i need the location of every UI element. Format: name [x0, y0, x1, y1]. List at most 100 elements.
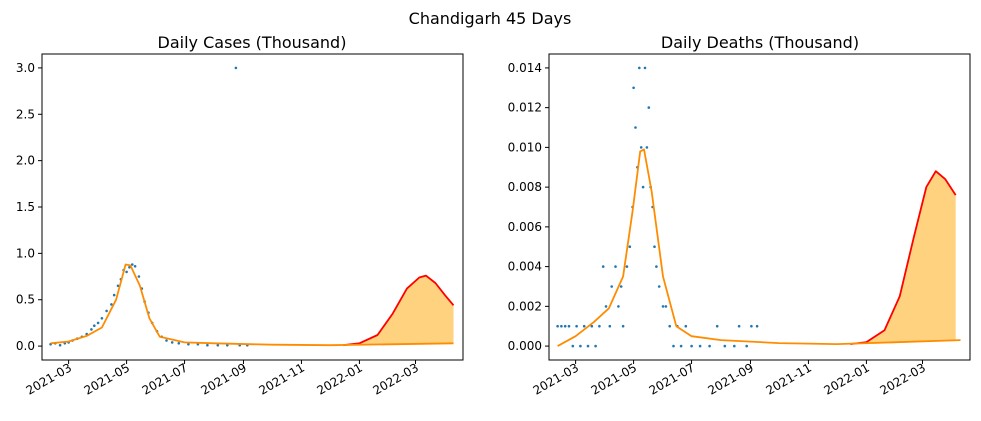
cases-forecast-band — [343, 275, 454, 346]
deaths-data-point — [560, 324, 563, 328]
cases-data-point — [125, 270, 128, 274]
deaths-data-point — [641, 185, 645, 189]
deaths-data-point — [617, 305, 620, 308]
cases-data-point — [131, 263, 134, 266]
deaths-y-tick-label: 0.008 — [508, 180, 542, 194]
cases-data-point — [112, 293, 116, 297]
deaths-data-point — [628, 245, 632, 248]
deaths-data-point — [567, 324, 571, 328]
cases-y-tick-label: 1.5 — [16, 200, 35, 214]
deaths-x-tick-label: 2022-03 — [878, 360, 928, 397]
deaths-forecast-line — [850, 170, 957, 345]
deaths-data-point — [755, 324, 759, 328]
deaths-data-point — [661, 305, 665, 308]
deaths-data-point — [639, 146, 643, 149]
cases-chart: Daily Cases (Thousand) 0.0 0.5 1.0 1.5 2.0 2.… — [16, 33, 464, 398]
cases-chart-title: Daily Cases (Thousand) — [158, 33, 347, 52]
deaths-data-point — [723, 344, 727, 348]
deaths-data-point — [645, 146, 649, 149]
cases-data-point — [105, 309, 108, 313]
cases-x-tick-label: 2021-11 — [257, 360, 307, 397]
deaths-data-point — [604, 305, 608, 308]
deaths-y-tick-label: 0.006 — [508, 220, 542, 234]
figure-suptitle: Chandigarh 45 Days — [409, 9, 572, 28]
deaths-data-point — [690, 344, 693, 348]
cases-x-tick-label: 2022-03 — [371, 360, 421, 397]
deaths-data-point — [563, 324, 567, 328]
deaths-data-point — [745, 344, 748, 348]
cases-data-point — [93, 324, 96, 328]
deaths-x-tick-label: 2021-03 — [531, 360, 581, 397]
cases-data-point — [137, 275, 141, 278]
deaths-data-point — [632, 86, 635, 90]
deaths-data-point — [571, 344, 575, 348]
cases-data-point — [216, 343, 220, 347]
deaths-data-point — [653, 245, 656, 248]
deaths-y-tick-label: 0.004 — [508, 260, 542, 274]
deaths-y-tick-label: 0.014 — [508, 61, 542, 75]
deaths-data-point — [647, 106, 651, 109]
deaths-x-tick-label: 2021-09 — [706, 360, 756, 397]
deaths-data-point — [556, 324, 559, 328]
deaths-data-point — [601, 265, 605, 268]
deaths-data-point — [614, 265, 617, 268]
deaths-data-point — [708, 344, 711, 348]
deaths-y-tick-label: 0.010 — [508, 140, 542, 154]
cases-data-point — [170, 341, 174, 344]
cases-data-point — [100, 317, 104, 320]
cases-x-tick-label: 2021-03 — [24, 360, 74, 397]
cases-forecast-line — [343, 274, 455, 347]
cases-x-tick-label: 2021-07 — [140, 360, 190, 397]
deaths-data-point — [638, 66, 641, 70]
deaths-data-point — [733, 344, 736, 348]
deaths-data-point — [737, 324, 741, 328]
deaths-x-tick-label: 2022-01 — [821, 360, 871, 397]
deaths-data-point — [608, 324, 612, 328]
cases-data-point — [96, 321, 100, 325]
deaths-data-point — [750, 324, 753, 328]
deaths-x-tick-label: 2021-05 — [589, 360, 639, 397]
deaths-data-point — [664, 305, 668, 308]
cases-data-point — [58, 343, 62, 347]
cases-data-point — [116, 284, 120, 288]
cases-data-point — [110, 303, 113, 306]
deaths-forecast-band — [850, 171, 956, 345]
cases-y-tick-label: 2.5 — [16, 107, 35, 121]
cases-y-tick-label: 2.0 — [16, 154, 35, 168]
deaths-data-point — [590, 324, 594, 328]
cases-y-tick-label: 0.5 — [16, 293, 35, 307]
deaths-x-tick-label: 2021-11 — [764, 360, 814, 397]
deaths-y-tick-label: 0.002 — [508, 299, 542, 313]
deaths-data-point — [594, 344, 597, 348]
deaths-data-point — [634, 126, 637, 129]
cases-x-tick-label: 2021-05 — [82, 360, 132, 397]
cases-x-tick-label: 2022-01 — [314, 360, 364, 397]
deaths-y-tick-label: 0.012 — [508, 101, 542, 115]
deaths-data-point — [575, 324, 578, 328]
deaths-data-point — [655, 265, 658, 268]
cases-y-tick-label: 0.0 — [16, 339, 35, 353]
cases-data-point — [206, 343, 209, 347]
cases-y-tick-label: 1.0 — [16, 246, 35, 260]
deaths-data-point — [598, 324, 601, 328]
deaths-data-point — [679, 344, 683, 348]
deaths-data-point — [715, 324, 719, 328]
deaths-y-tick-label: 0.000 — [508, 339, 542, 353]
deaths-data-point — [619, 285, 623, 288]
deaths-data-point — [610, 285, 613, 288]
deaths-plot-area: 0.000 0.002 0.004 0.006 0.008 0.010 0.012 0.014… — [508, 61, 961, 398]
cases-data-point — [165, 339, 168, 342]
deaths-data-point — [668, 324, 671, 328]
cases-fit-line — [50, 263, 454, 347]
deaths-data-point — [657, 285, 661, 288]
deaths-axes-frame — [548, 53, 971, 361]
cases-data-point — [177, 342, 181, 345]
deaths-data-point — [586, 344, 590, 348]
cases-x-tick-label: 2021-09 — [199, 360, 249, 397]
cases-data-point — [226, 343, 229, 347]
deaths-data-point — [582, 324, 586, 328]
cases-data-point — [90, 328, 93, 331]
deaths-data-point — [684, 324, 688, 328]
